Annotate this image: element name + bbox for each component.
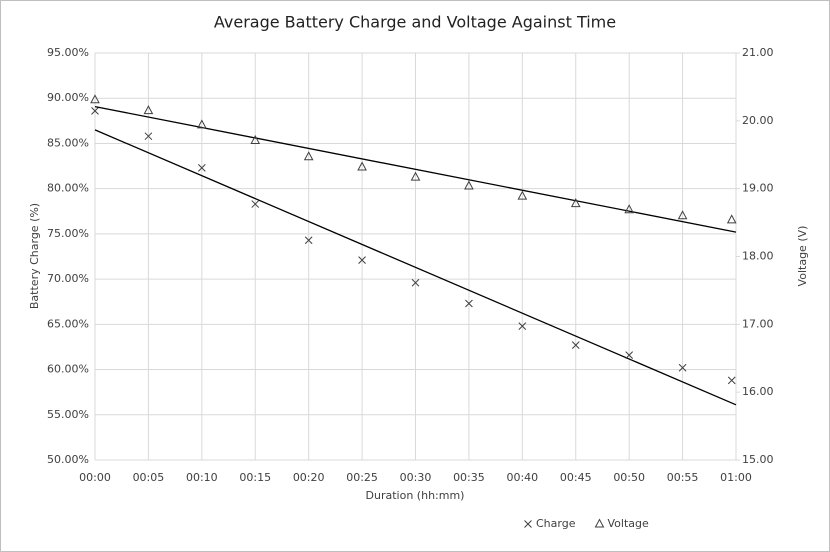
y2-tick-label: 15.00 — [742, 453, 774, 466]
x-tick-label: 00:40 — [506, 471, 538, 484]
x-tick-label: 00:30 — [400, 471, 432, 484]
y-tick-label: 70.00% — [47, 272, 89, 285]
x-tick-label: 00:25 — [346, 471, 378, 484]
y2-axis-label: Voltage (V) — [796, 226, 809, 287]
y-tick-label: 80.00% — [47, 182, 89, 195]
data-point — [678, 363, 687, 372]
y-tick-label: 50.00% — [47, 453, 89, 466]
trendline — [94, 129, 737, 406]
y2-tick-label: 21.00 — [742, 46, 774, 59]
data-point — [726, 214, 737, 224]
data-point — [144, 132, 153, 141]
data-point — [465, 299, 473, 308]
data-point — [196, 119, 207, 129]
y2-tick-label: 17.00 — [742, 317, 774, 330]
y-tick-label: 55.00% — [47, 408, 89, 421]
data-point — [410, 171, 421, 181]
data-point — [727, 376, 736, 385]
chart-title: Average Battery Charge and Voltage Again… — [214, 13, 616, 32]
x-tick-label: 00:10 — [186, 471, 218, 484]
legend-label: Voltage — [607, 517, 648, 530]
data-point — [251, 200, 260, 208]
y-tick-label: 60.00% — [47, 363, 89, 376]
data-point — [91, 107, 99, 115]
data-point — [411, 278, 420, 287]
x-tick-label: 00:50 — [613, 471, 645, 484]
x-tick-label: 00:20 — [293, 471, 325, 484]
y-tick-label: 75.00% — [47, 227, 89, 240]
data-point — [518, 322, 527, 330]
legend-label: Charge — [536, 517, 576, 530]
data-point — [250, 134, 261, 145]
legend-marker — [524, 520, 532, 528]
y-tick-label: 95.00% — [47, 46, 89, 59]
data-point — [517, 190, 528, 200]
data-point — [464, 180, 474, 190]
data-point — [304, 236, 313, 245]
data-point — [570, 198, 581, 208]
y-tick-label: 90.00% — [47, 91, 89, 104]
data-point — [357, 161, 367, 171]
y2-tick-label: 18.00 — [742, 250, 774, 263]
data-point — [197, 164, 206, 172]
y-axis-label: Battery Charge (%) — [28, 203, 41, 309]
x-tick-label: 00:35 — [453, 471, 485, 484]
data-point — [358, 256, 366, 264]
data-point — [303, 151, 314, 161]
y2-tick-label: 16.00 — [742, 385, 774, 398]
legend-marker — [594, 518, 605, 528]
x-tick-label: 01:00 — [720, 471, 752, 484]
y-tick-label: 85.00% — [47, 136, 89, 149]
x-tick-label: 00:55 — [667, 471, 699, 484]
data-point — [143, 105, 154, 115]
x-tick-label: 00:00 — [79, 471, 111, 484]
y2-tick-label: 19.00 — [742, 182, 774, 195]
data-point — [625, 351, 634, 359]
y2-tick-label: 20.00 — [742, 114, 774, 127]
y-tick-label: 65.00% — [47, 317, 89, 330]
x-tick-label: 00:05 — [133, 471, 165, 484]
data-point — [90, 94, 100, 104]
x-axis-label: Duration (hh:mm) — [366, 489, 465, 502]
x-tick-label: 00:45 — [560, 471, 592, 484]
x-tick-label: 00:15 — [239, 471, 271, 484]
data-point — [624, 204, 635, 214]
data-point — [677, 210, 688, 220]
data-point — [571, 341, 580, 349]
